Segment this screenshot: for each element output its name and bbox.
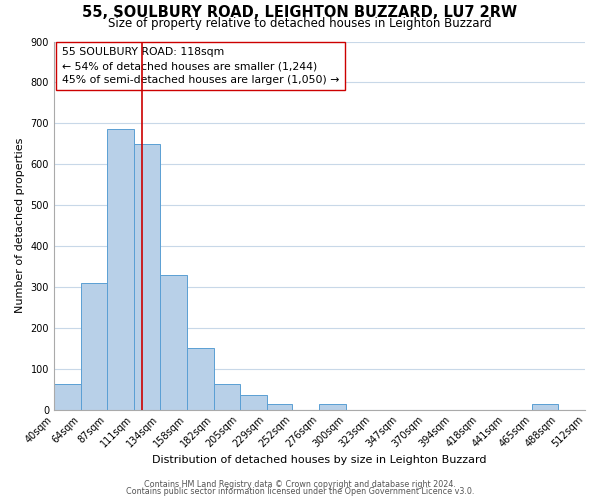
Text: Contains HM Land Registry data © Crown copyright and database right 2024.: Contains HM Land Registry data © Crown c… (144, 480, 456, 489)
Bar (160, 274, 187, 409)
Text: Size of property relative to detached houses in Leighton Buzzard: Size of property relative to detached ho… (108, 18, 492, 30)
Bar (214, 384, 239, 409)
Text: 55 SOULBURY ROAD: 118sqm
← 54% of detached houses are smaller (1,244)
45% of sem: 55 SOULBURY ROAD: 118sqm ← 54% of detach… (62, 47, 339, 85)
Bar (81, 283, 107, 410)
Bar (54, 384, 81, 409)
Bar (107, 130, 134, 409)
Bar (239, 396, 266, 409)
Bar (187, 348, 214, 410)
Y-axis label: Number of detached properties: Number of detached properties (15, 138, 25, 313)
Text: Contains public sector information licensed under the Open Government Licence v3: Contains public sector information licen… (126, 487, 474, 496)
X-axis label: Distribution of detached houses by size in Leighton Buzzard: Distribution of detached houses by size … (152, 455, 487, 465)
Bar (319, 404, 346, 409)
Bar (134, 144, 160, 410)
Bar (532, 404, 558, 409)
Bar (266, 404, 292, 409)
Text: 55, SOULBURY ROAD, LEIGHTON BUZZARD, LU7 2RW: 55, SOULBURY ROAD, LEIGHTON BUZZARD, LU7… (82, 5, 518, 20)
